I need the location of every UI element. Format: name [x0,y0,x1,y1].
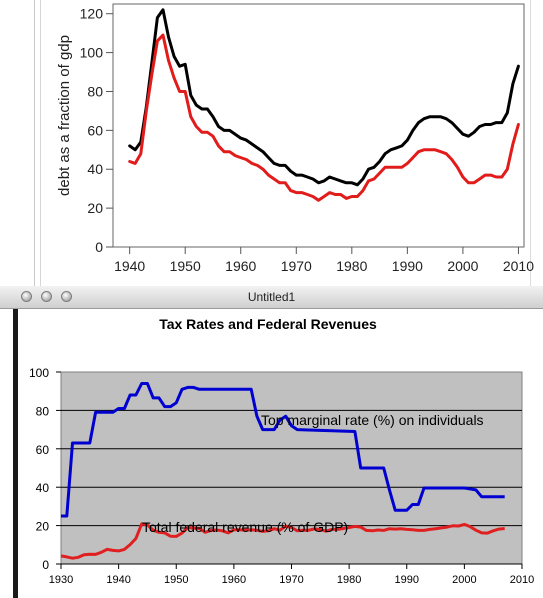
x-tick-label-1990: 1990 [392,258,423,274]
x-tick-label-1960: 1960 [225,258,256,274]
x-tick-label-1950: 1950 [164,574,188,586]
panel-border-right [530,0,531,286]
x-tick-label-2000: 2000 [452,574,476,586]
y-tick-label-120: 120 [80,6,104,22]
x-tick-label-1980: 1980 [336,258,367,274]
x-tick-label-1930: 1930 [49,574,73,586]
panel-border-left-inner [40,0,41,286]
series-line-black [128,8,520,187]
series-line-top-marginal-rate-on-individuals [61,382,505,518]
x-tick-label-1970: 1970 [279,574,303,586]
y-tick-label-60: 60 [87,122,103,138]
plot-area [60,371,523,565]
y-tick-label-0: 0 [42,558,49,572]
minimize-window-button[interactable] [41,291,52,302]
debt-chart-panel: 0 20 40 60 80 100 120 1940 1950 1960 1970 1980 1990 2… [0,0,543,286]
series-label-top-marginal-rate: Top marginal rate (%) on individuals [261,412,484,428]
y-tick-label-80: 80 [87,83,103,99]
window-titlebar[interactable]: Untitled1 [0,286,543,309]
y-tick-label-0: 0 [95,239,103,255]
window-body: Tax Rates and Federal Revenues 0 20 40 60 80 1… [0,309,543,598]
window-left-edge [13,309,18,598]
window-title: Untitled1 [247,290,296,304]
x-tick-label-2010: 2010 [510,574,534,586]
y-tick-label-20: 20 [87,200,103,216]
y-tick-label-40: 40 [87,161,103,177]
x-tick-label-1950: 1950 [170,258,201,274]
x-tick-label-1980: 1980 [337,574,361,586]
x-tick-label-1990: 1990 [395,574,419,586]
chart-title: Tax Rates and Federal Revenues [159,316,377,332]
x-tick-label-1970: 1970 [281,258,312,274]
series-line-red [128,33,520,202]
y-tick-label-40: 40 [36,481,50,495]
y-tick-label-80: 80 [36,404,50,418]
x-tick-label-2000: 2000 [447,258,478,274]
debt-chart: 0 20 40 60 80 100 120 1940 1950 1960 1970 1980 1990 2… [56,3,534,274]
zoom-window-button[interactable] [61,291,72,302]
close-window-button[interactable] [21,291,32,302]
panel-border-left [34,0,35,286]
y-tick-label-60: 60 [36,443,50,457]
plot-frame [112,3,525,248]
chart-window: Untitled1 Tax Rates and Federal Revenues… [0,286,543,598]
series-line-total-federal-revenue-of-gdp [60,522,505,560]
tax-revenue-chart: Tax Rates and Federal Revenues 0 20 40 60 80 1… [29,316,534,586]
series-label-total-federal-revenue: Total federal revenue (% of GDP) [142,519,348,535]
y-tick-label-20: 20 [36,520,50,534]
x-tick-label-1940: 1940 [106,574,130,586]
x-tick-label-1940: 1940 [114,258,145,274]
y-axis-label: debt as a fraction of gdp [56,35,73,196]
y-tick-label-100: 100 [80,45,104,61]
x-tick-label-1960: 1960 [222,574,246,586]
x-tick-label-2010: 2010 [503,258,534,274]
y-tick-label-100: 100 [29,366,49,380]
